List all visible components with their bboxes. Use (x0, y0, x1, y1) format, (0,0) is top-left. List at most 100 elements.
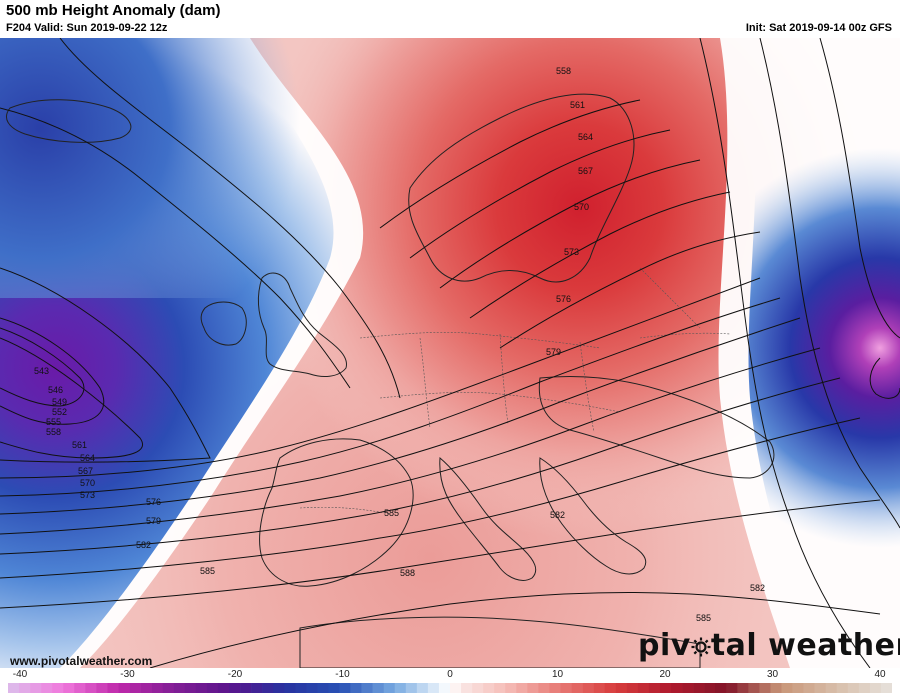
contour-label: 582 (136, 540, 151, 550)
colorbar-tick-label: -30 (120, 669, 135, 680)
contour-label: 570 (574, 202, 589, 212)
contour-label: 573 (80, 490, 95, 500)
colorbar-swatch (615, 683, 628, 693)
colorbar-swatch (162, 683, 175, 693)
colorbar-swatch (505, 683, 517, 693)
colorbar-swatch (472, 683, 484, 693)
contour-label: 576 (146, 497, 161, 507)
colorbar-swatch (41, 683, 53, 693)
colorbar-swatch (63, 683, 75, 693)
colorbar-swatch (438, 683, 451, 693)
colorbar-swatch (450, 683, 462, 693)
colorbar-swatch (858, 683, 871, 693)
colorbar-swatch (240, 683, 252, 693)
contour-label: 552 (52, 407, 67, 417)
colorbar-swatch (295, 683, 307, 693)
colorbar-swatch (96, 683, 108, 693)
coastlines (6, 93, 775, 668)
map-svg: 543 546 549 552 555 558 561 564 567 570 … (0, 38, 900, 668)
brand-text-end: tal weather (710, 628, 900, 663)
colorbar-swatch (195, 683, 208, 693)
contour-label: 555 (46, 417, 61, 427)
colorbar-tick-label: 30 (766, 669, 779, 680)
sun-wheel-icon (691, 637, 711, 657)
contour-labels-west: 543 546 549 552 555 558 561 564 567 570 … (34, 366, 215, 576)
website-url[interactable]: www.pivotalweather.com (10, 654, 153, 668)
colorbar-swatch (427, 683, 440, 693)
header: 500 mb Height Anomaly (dam) F204 Valid: … (0, 0, 900, 38)
colorbar-swatch (516, 683, 528, 693)
contour-label: 567 (578, 166, 593, 176)
colorbar-swatch (217, 683, 230, 693)
contour-label: 564 (578, 132, 593, 142)
colorbar-swatch (770, 683, 782, 693)
colorbar-swatches (8, 683, 892, 693)
colorbar-swatch (803, 683, 815, 693)
colorbar-swatch (262, 683, 274, 693)
colorbar-swatch (693, 683, 705, 693)
contour-label: 585 (384, 508, 399, 518)
colorbar-swatch (648, 683, 661, 693)
colorbar-swatch (8, 683, 20, 693)
colorbar-swatch (30, 683, 42, 693)
colorbar-swatch (637, 683, 650, 693)
contour-label: 564 (80, 453, 95, 463)
colorbar-swatch (229, 683, 241, 693)
colorbar-swatch (659, 683, 672, 693)
anomaly-map[interactable]: 543 546 549 552 555 558 561 564 567 570 … (0, 38, 900, 668)
colorbar-tick-label: -40 (12, 669, 28, 680)
contour-label: 570 (80, 478, 95, 488)
colorbar-swatch (129, 683, 141, 693)
colorbar-swatch (151, 683, 163, 693)
contour-label: 558 (46, 427, 61, 437)
colorbar-swatch (748, 683, 760, 693)
colorbar-tick-label: 0 (447, 669, 453, 680)
colorbar-swatch (560, 683, 572, 693)
contour-label: 543 (34, 366, 49, 376)
colorbar-swatch (184, 683, 197, 693)
colorbar-swatch (483, 683, 495, 693)
colorbar-tick-label: 10 (551, 669, 564, 680)
contour-label: 588 (400, 568, 415, 578)
colorbar-swatch (405, 683, 418, 693)
colorbar-swatch (582, 683, 594, 693)
contour-label: 573 (564, 247, 579, 257)
colorbar-swatch (825, 683, 838, 693)
colorbar-swatch (85, 683, 97, 693)
colorbar-swatch (836, 683, 849, 693)
colorbar-swatch (74, 683, 86, 693)
colorbar-ticks: -40 -30 -20 -10 0 10 20 30 40 (0, 669, 900, 681)
colorbar-swatch (383, 683, 396, 693)
colorbar-swatch (173, 683, 186, 693)
colorbar-swatch (781, 683, 793, 693)
colorbar-tick-label: 20 (659, 669, 671, 680)
colorbar-swatch (206, 683, 219, 693)
colorbar-swatch (715, 683, 727, 693)
colorbar-swatch (394, 683, 407, 693)
contour-label: 546 (48, 385, 63, 395)
contour-label: 576 (556, 294, 571, 304)
colorbar-swatch (284, 683, 296, 693)
colorbar-swatch (626, 683, 639, 693)
colorbar-swatch (339, 683, 351, 693)
colorbar-swatch (792, 683, 804, 693)
contour-label: 585 (696, 613, 711, 623)
colorbar-swatch (704, 683, 716, 693)
colorbar-tick-label: -10 (335, 669, 350, 680)
colorbar-swatch (118, 683, 130, 693)
brand-logo: piv tal weather (638, 628, 900, 663)
contour-label: 549 (52, 397, 67, 407)
contour-label: 582 (750, 583, 765, 593)
colorbar-swatch (880, 683, 892, 693)
colorbar-swatch (317, 683, 329, 693)
colorbar-swatch (328, 683, 340, 693)
colorbar-swatch (19, 683, 31, 693)
colorbar-swatch (107, 683, 119, 693)
colorbar-swatch (814, 683, 826, 693)
colorbar-swatch (538, 683, 550, 693)
colorbar-swatch (527, 683, 539, 693)
colorbar-swatch (759, 683, 771, 693)
colorbar-swatch (604, 683, 617, 693)
contour-label: 567 (78, 466, 93, 476)
colorbar-swatch (726, 683, 738, 693)
